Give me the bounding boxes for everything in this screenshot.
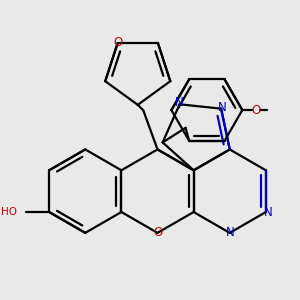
Text: N: N	[175, 96, 184, 109]
Text: N: N	[218, 101, 226, 114]
Text: O: O	[251, 103, 261, 117]
Text: O: O	[153, 226, 162, 239]
Text: N: N	[264, 206, 272, 218]
Text: HO: HO	[1, 207, 17, 217]
Text: O: O	[113, 37, 122, 50]
Text: N: N	[225, 226, 234, 239]
